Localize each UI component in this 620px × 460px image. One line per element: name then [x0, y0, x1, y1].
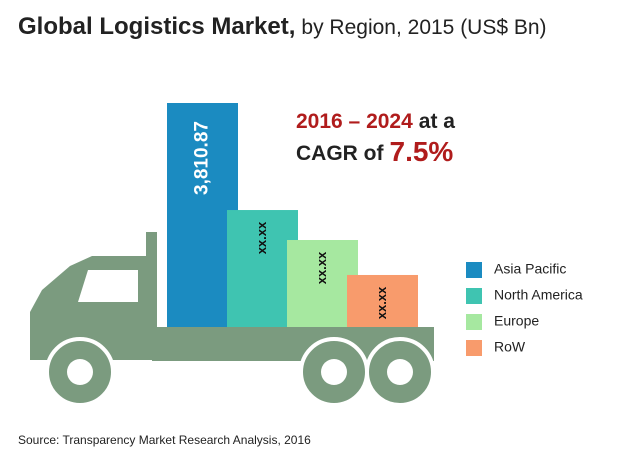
annotation-text: at a [419, 110, 456, 133]
value-label: xx.xx [254, 221, 269, 254]
bar [347, 274, 418, 327]
bars: 3,810.87 xx.xx xx.xx xx.xx [167, 103, 418, 327]
subtitle: by Region, 2015 (US$ Bn) [301, 16, 546, 39]
title: Global Logistics Market, [18, 13, 295, 40]
window [78, 270, 138, 302]
value-label: 3,810.87 [192, 121, 213, 195]
truck [30, 232, 435, 407]
hub [321, 359, 347, 385]
chart-title: Global Logistics Market, by Region, 2015 … [18, 13, 547, 40]
annotation-line1: 2016 – 2024 at a [296, 110, 455, 133]
annotation-text: CAGR of [296, 142, 384, 165]
legend-label: Europe [494, 313, 539, 329]
legend-swatch [466, 340, 482, 356]
annotation-rate: 7.5% [390, 136, 454, 167]
bar [227, 210, 298, 327]
value-label: xx.xx [374, 286, 389, 319]
legend-swatch [466, 288, 482, 304]
value-label: xx.xx [314, 251, 329, 284]
legend-swatch [466, 262, 482, 278]
legend-swatch [466, 314, 482, 330]
annotation-line2: CAGR of 7.5% [296, 136, 453, 167]
legend-label: RoW [494, 339, 526, 355]
hub [387, 359, 413, 385]
bar [167, 103, 238, 327]
legend-label: North America [494, 287, 583, 303]
annotation-period: 2016 – 2024 [296, 110, 413, 133]
hub [67, 359, 93, 385]
source: Source: Transparency Market Research Ana… [18, 433, 311, 447]
bar [287, 240, 358, 327]
legend-label: Asia Pacific [494, 261, 566, 277]
